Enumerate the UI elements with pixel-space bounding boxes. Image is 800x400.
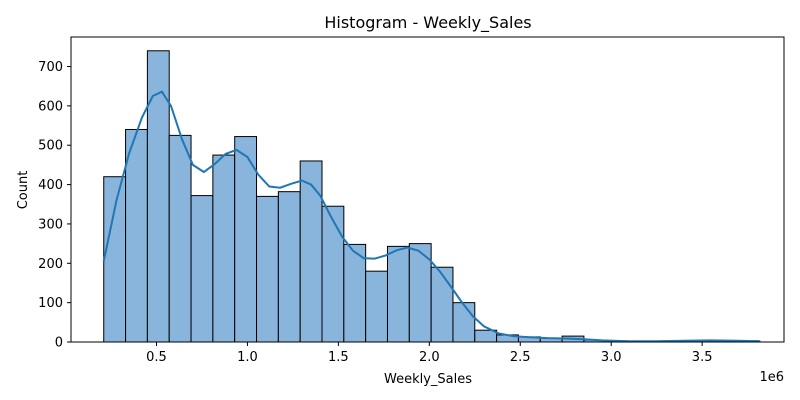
x-tick-label: 1.5 [328,350,349,365]
histogram-bar-13 [386,245,410,343]
x-axis-offset-label: 1e6 [759,370,784,385]
histogram-bar-11 [343,243,367,343]
y-tick-label: 500 [38,139,63,154]
histogram-bar-9 [299,160,323,343]
x-axis-label: Weekly_Sales [384,372,472,387]
x-tick-label: 2.0 [419,350,440,365]
histogram-bar-12 [365,270,388,343]
histogram-bars [103,50,760,343]
chart-title: Histogram - Weekly_Sales [324,13,531,33]
y-axis-label: Count [16,171,31,210]
histogram-bar-10 [321,205,345,343]
histogram-bar-1 [125,128,148,343]
x-tick-label: 3.5 [692,350,713,365]
plot-frame [70,36,785,343]
y-tick-label: 400 [38,178,63,193]
x-tick-label: 2.5 [510,350,531,365]
x-tick-label: 3.0 [601,350,622,365]
y-tick-label: 300 [38,217,63,232]
histogram-bar-0 [103,176,127,343]
y-tick-label: 100 [38,296,63,311]
y-tick-label: 600 [38,99,63,114]
y-tick-label: 0 [55,336,63,351]
histogram-bar-16 [452,302,476,343]
histogram-bar-3 [168,134,192,343]
kde-curve [102,90,761,343]
y-tick-label: 700 [38,60,63,75]
y-tick-label: 200 [38,257,63,272]
histogram-bar-5 [212,154,236,343]
x-tick-label: 1.0 [237,350,258,365]
histogram-bar-15 [430,266,454,343]
y-axis-ticks: 0 100 200 300 400 500 600 700 [38,60,71,351]
histogram-bar-7 [256,195,279,343]
histogram-bar-8 [277,191,301,343]
x-tick-label: 0.5 [146,350,167,365]
histogram-bar-4 [190,195,214,343]
x-axis-ticks: 0.5 1.0 1.5 2.0 2.5 3.0 3.5 [146,342,712,365]
